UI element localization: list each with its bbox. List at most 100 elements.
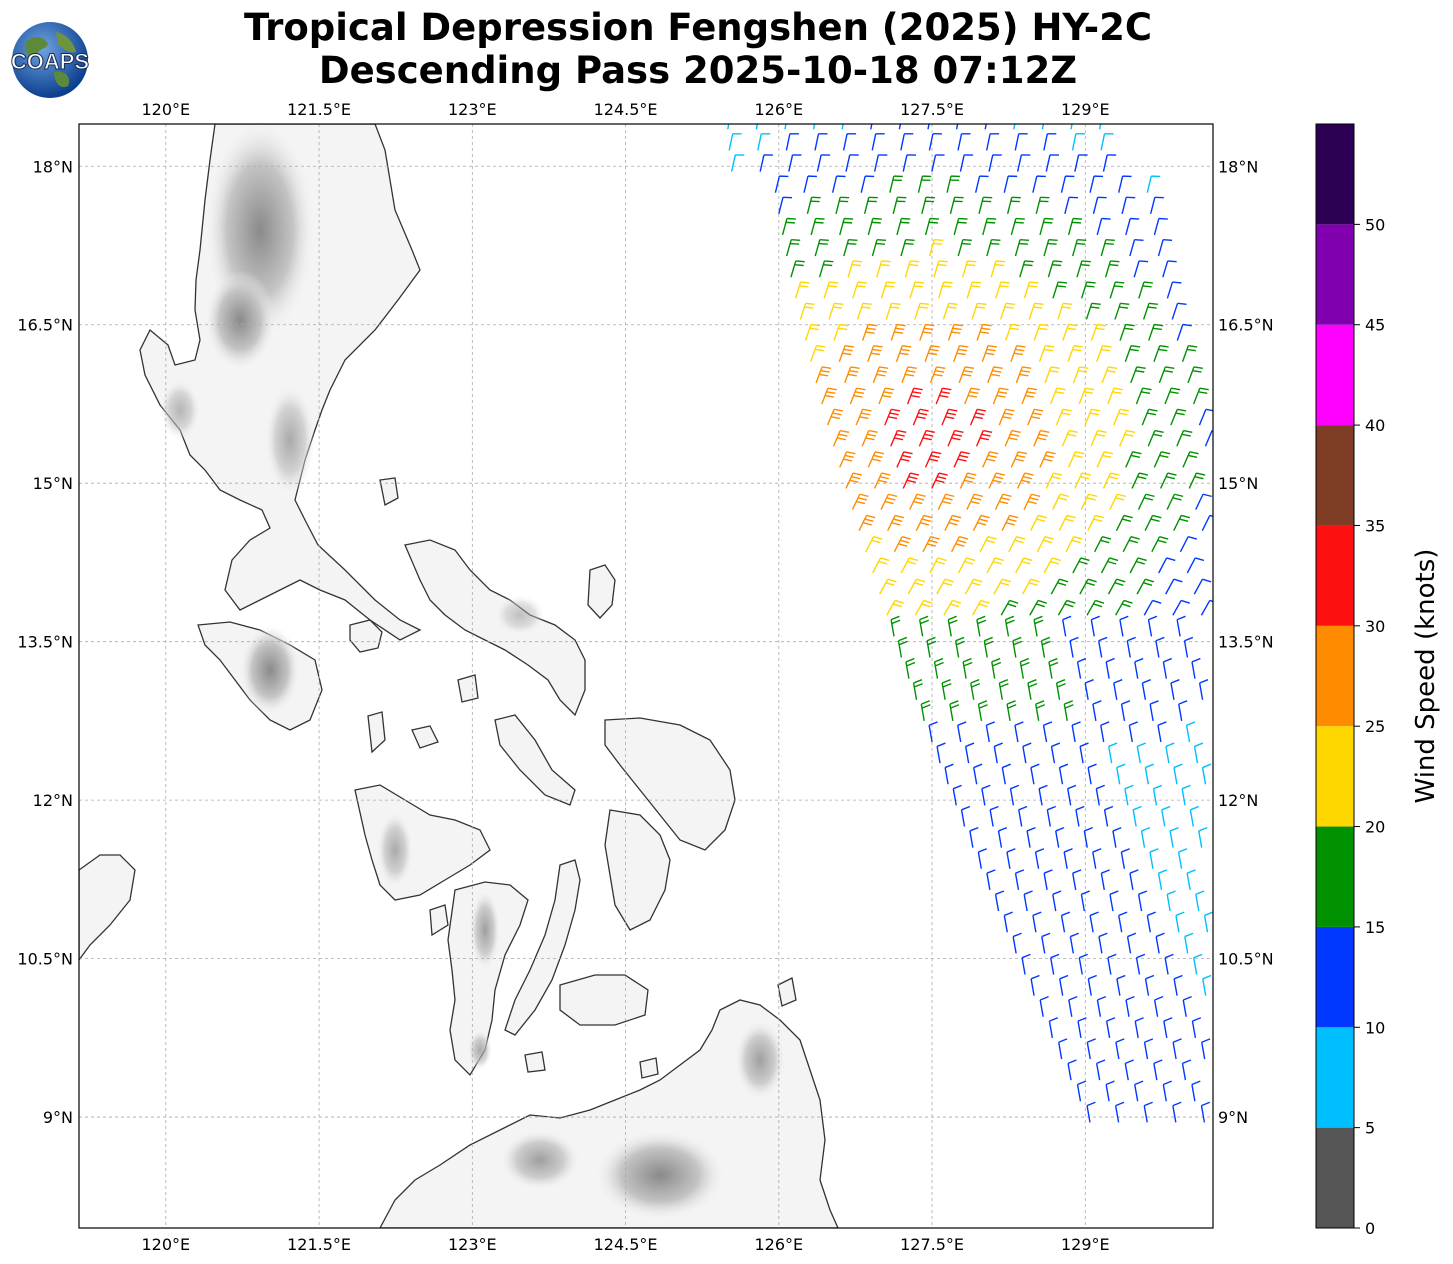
wind-barb-384 xyxy=(1100,721,1110,743)
wind-barb-60 xyxy=(892,196,907,214)
wind-barb-70 xyxy=(781,217,796,236)
wind-barb-297 xyxy=(1129,557,1147,574)
wind-barb-406 xyxy=(1173,763,1183,785)
wind-barb-333 xyxy=(1147,615,1158,637)
wind-barb-470 xyxy=(1098,932,1108,954)
wind-barb-354 xyxy=(1134,657,1144,679)
wind-barb-438 xyxy=(1063,848,1073,869)
wind-barb-379 xyxy=(957,721,967,743)
wind-barb-84 xyxy=(785,239,801,257)
wind-barb-73 xyxy=(867,217,882,236)
wind-barb-208 xyxy=(1170,408,1187,426)
wind-barb-515 xyxy=(1191,1080,1201,1102)
wind-barb-411 xyxy=(1038,784,1048,806)
lat-tick-left-6: 9°N xyxy=(43,1108,73,1127)
wind-barb-90 xyxy=(957,239,972,257)
wind-barb-403 xyxy=(1087,763,1097,785)
wind-barb-49 xyxy=(974,175,989,193)
wind-barb-382 xyxy=(1042,721,1053,743)
wind-barb-493 xyxy=(1182,995,1192,1017)
wind-barb-39 xyxy=(1045,154,1059,172)
wind-barb-342 xyxy=(1098,636,1108,658)
colorbar-tick-4: 20 xyxy=(1365,818,1385,837)
wind-barb-485 xyxy=(1144,974,1155,996)
wind-barb-104 xyxy=(961,260,977,278)
colorbar-tick-5: 25 xyxy=(1365,717,1385,736)
wind-barb-463 xyxy=(1118,911,1128,933)
wind-barb-20 xyxy=(900,133,914,151)
wind-barb-253 xyxy=(937,493,955,510)
wind-barb-161 xyxy=(1010,345,1026,362)
wind-barb-77 xyxy=(982,217,997,236)
wind-barb-144 xyxy=(919,323,935,341)
wind-barb-326 xyxy=(947,615,958,637)
wind-barb-117 xyxy=(937,281,953,299)
landmass-burias xyxy=(457,674,479,703)
wind-barb-423 xyxy=(1132,805,1142,827)
wind-barb-421 xyxy=(1075,805,1085,827)
wind-barb-449 xyxy=(1157,869,1168,891)
wind-barb-138 xyxy=(1142,302,1158,320)
wind-barb-242 xyxy=(988,472,1006,489)
colorbar-bin-7 xyxy=(1316,425,1354,526)
wind-barb-82 xyxy=(1125,217,1140,236)
wind-barb-516 xyxy=(1086,1101,1096,1123)
wind-barb-255 xyxy=(994,493,1012,510)
wind-barb-305 xyxy=(1022,578,1040,595)
wind-barb-160 xyxy=(981,345,998,362)
wind-barb-301 xyxy=(907,578,926,595)
wind-barb-504 xyxy=(1172,1038,1182,1060)
wind-barb-154 xyxy=(810,345,826,362)
wind-barb-459 xyxy=(1003,911,1013,933)
wind-barb-262 xyxy=(1195,493,1212,510)
wind-barb-108 xyxy=(1076,260,1091,278)
landmass-romblon xyxy=(367,711,386,754)
wind-barb-433 xyxy=(1169,826,1179,848)
wind-barb-427 xyxy=(997,826,1008,848)
wind-barb-41 xyxy=(1102,154,1117,172)
colorbar-bin-5 xyxy=(1316,625,1354,727)
wind-barb-218 xyxy=(1061,429,1079,447)
colorbar-tick-3: 15 xyxy=(1365,918,1385,937)
wind-barb-428 xyxy=(1026,826,1036,848)
wind-barb-356 xyxy=(1191,657,1201,679)
wind-barb-330 xyxy=(1062,615,1072,637)
wind-barb-164 xyxy=(1096,345,1112,362)
landmass-palawan xyxy=(79,854,136,962)
wind-barb-307 xyxy=(1079,578,1097,595)
wind-barb-343 xyxy=(1126,636,1136,658)
lat-tick-left-0: 18°N xyxy=(33,157,73,176)
wind-barb-199 xyxy=(912,408,929,426)
wind-barb-261 xyxy=(1166,493,1184,510)
wind-barb-270 xyxy=(1058,514,1076,532)
wind-barb-351 xyxy=(1048,657,1059,679)
wind-barb-32 xyxy=(845,154,859,172)
colorbar-tick-9: 45 xyxy=(1365,316,1385,335)
wind-barb-302 xyxy=(936,578,954,595)
colorbar-bin-1 xyxy=(1316,1027,1354,1128)
colorbar-tick-8: 40 xyxy=(1365,416,1385,435)
lat-tick-right-2: 15°N xyxy=(1218,474,1258,493)
wind-barb-83 xyxy=(1153,217,1168,236)
wind-barb-214 xyxy=(947,429,964,447)
wind-barb-287 xyxy=(1179,536,1198,553)
wind-barb-407 xyxy=(1201,763,1212,785)
landmass-guimaras xyxy=(429,904,449,937)
wind-barb-81 xyxy=(1096,217,1111,236)
wind-barb-93 xyxy=(1043,239,1058,257)
gridlines xyxy=(79,124,1213,1228)
wind-barb-443 xyxy=(986,869,996,891)
wind-barb-277 xyxy=(893,536,911,553)
wind-barb-502 xyxy=(1115,1038,1125,1060)
wind-barb-126 xyxy=(799,302,815,320)
terrain-shading xyxy=(160,124,785,1220)
wind-barb-165 xyxy=(1124,345,1141,362)
wind-barb-69 xyxy=(1149,196,1164,214)
wind-barb-122 xyxy=(1080,281,1096,299)
wind-barb-184 xyxy=(878,387,895,405)
wind-barb-57 xyxy=(806,196,821,214)
wind-barb-203 xyxy=(1027,408,1044,426)
wind-barb-432 xyxy=(1140,826,1151,848)
wind-barb-481 xyxy=(1030,974,1040,996)
wind-barb-417 xyxy=(960,805,971,827)
